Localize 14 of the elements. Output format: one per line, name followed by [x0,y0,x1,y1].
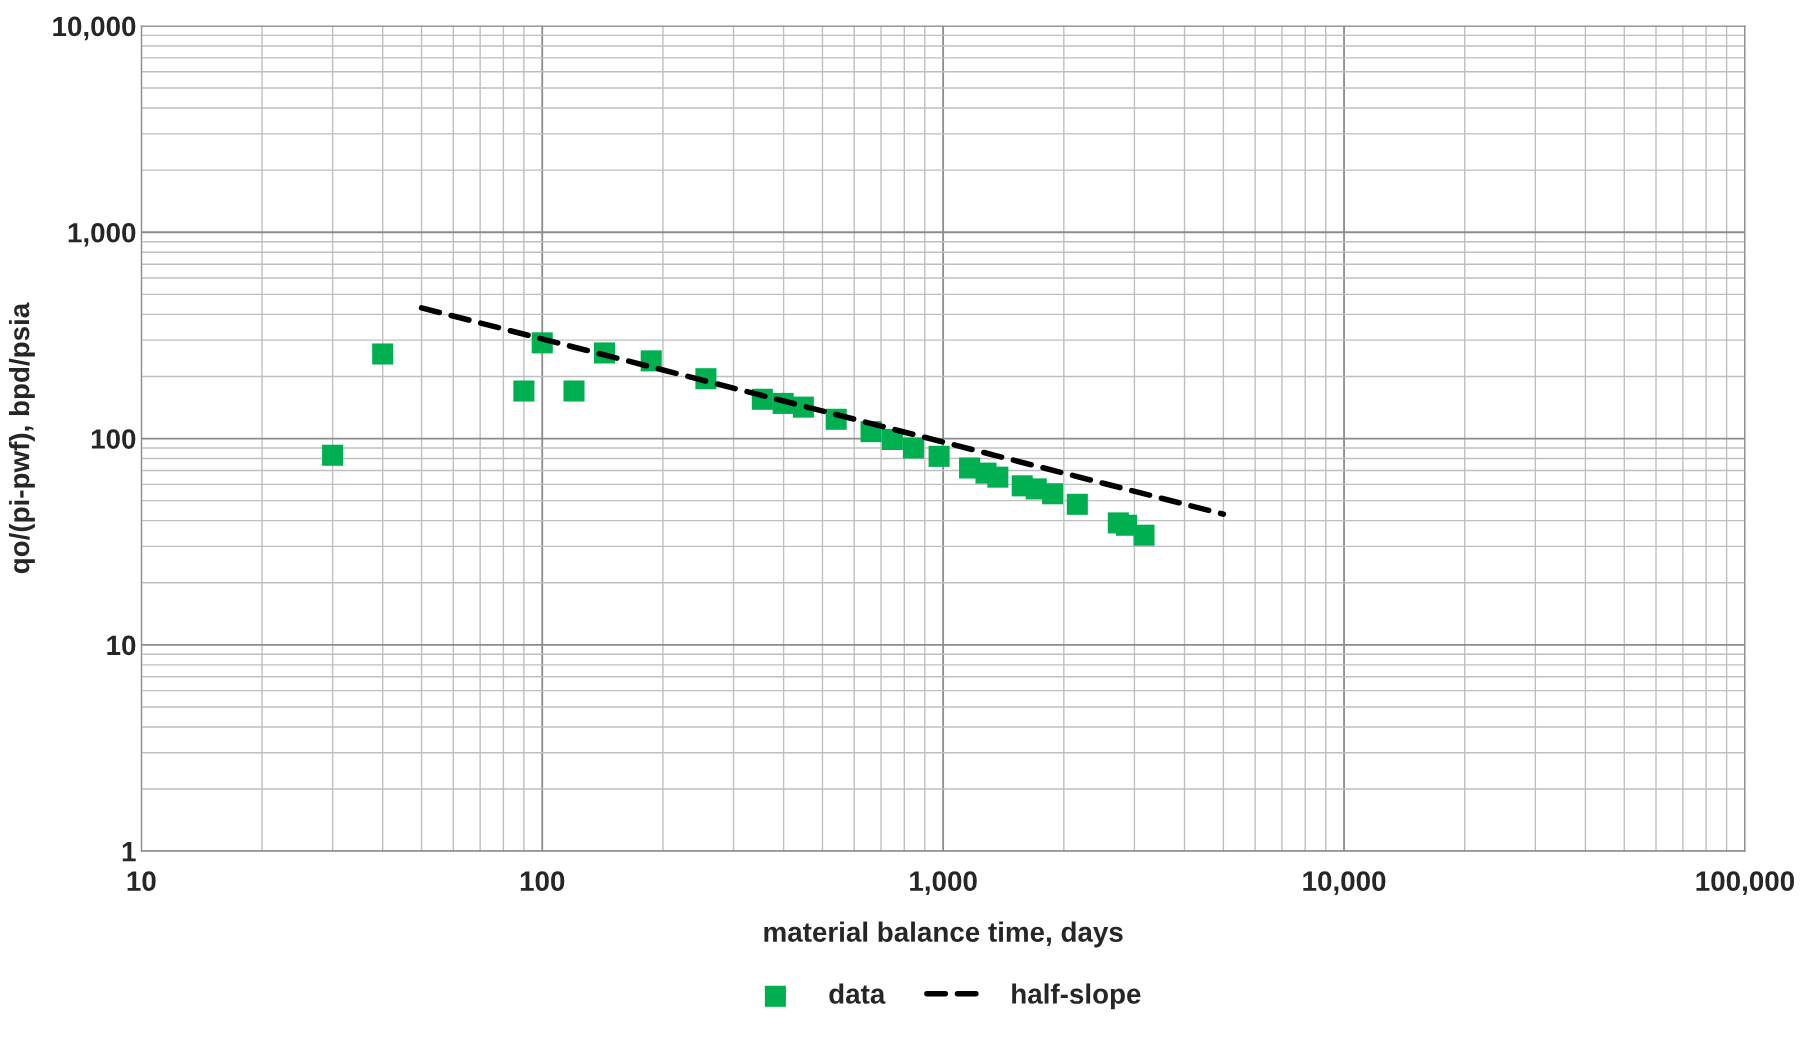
y-tick-label: 1,000 [68,222,136,247]
x-tick-label: 100,000 [1696,871,1795,896]
y-tick-label: 10,000 [53,16,136,41]
legend-label: data [829,983,886,1004]
y-tick-label: 10 [107,635,136,656]
x-axis-title: material balance time, days [764,921,1123,948]
y-axis-title: qo/(pi-pwf), bpd/psia [8,302,35,574]
x-tick-label: 100 [520,871,565,892]
x-tick-label: 1,000 [910,871,977,896]
y-tick-label: 1 [122,842,136,862]
x-tick-label: 10,000 [1303,871,1386,896]
x-tick-label: 10 [127,871,156,892]
legend-label: half-slope [1012,983,1141,1010]
y-tick-label: 100 [91,429,136,449]
